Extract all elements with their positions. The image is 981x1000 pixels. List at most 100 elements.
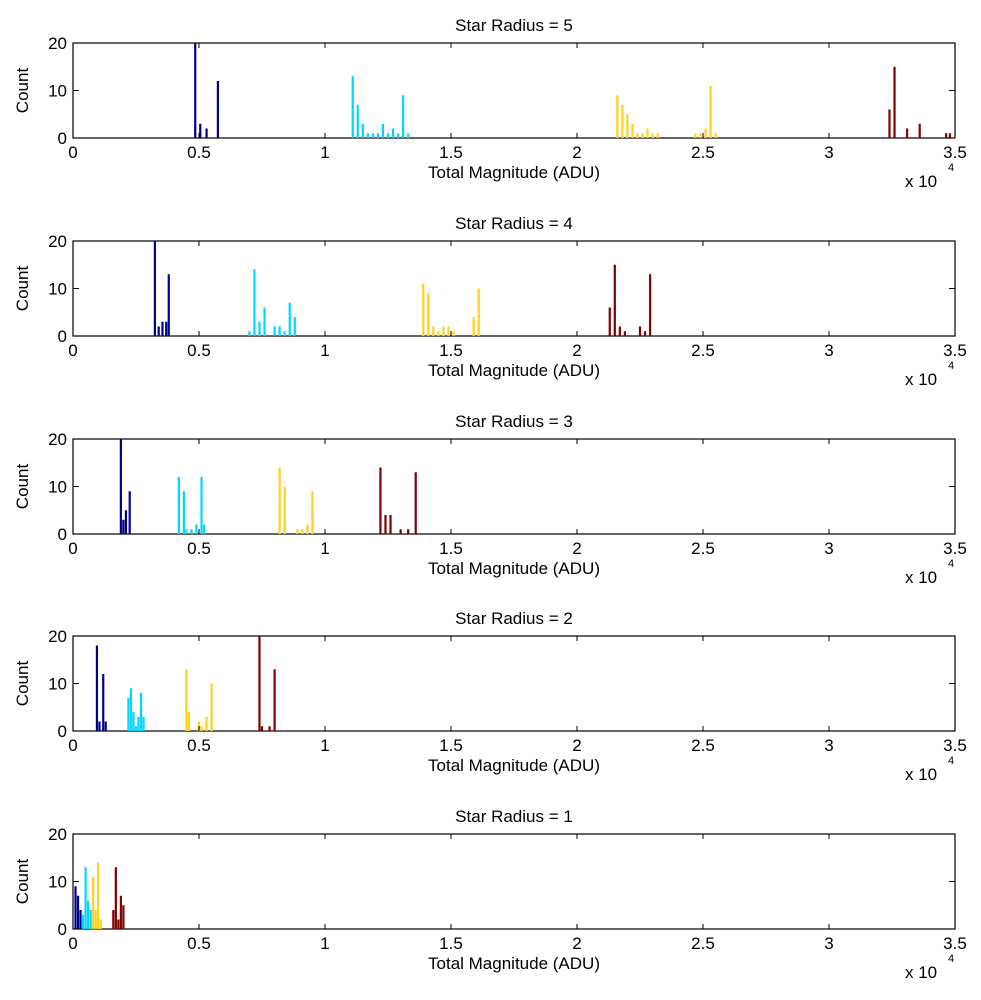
- y-tick-label: 10: [48, 478, 67, 497]
- histogram-bar: [356, 104, 359, 138]
- histogram-bar: [98, 721, 101, 731]
- y-tick-label: 0: [58, 525, 67, 544]
- x-axis-multiplier-exponent: 4: [948, 953, 954, 965]
- x-tick-label: 0: [68, 143, 77, 162]
- histogram-bar: [694, 133, 697, 138]
- subplot-title: Star Radius = 5: [455, 16, 573, 35]
- x-tick-label: 3: [824, 539, 833, 558]
- histogram-bar: [399, 529, 402, 534]
- histogram-bar: [651, 133, 654, 138]
- histogram-bar: [216, 81, 219, 138]
- histogram-bar: [414, 472, 417, 534]
- x-tick-label: 1: [320, 934, 329, 953]
- histogram-bar: [391, 128, 395, 138]
- subplot-title: Star Radius = 1: [455, 807, 573, 826]
- histogram-bar: [407, 529, 410, 534]
- histogram-bar: [643, 331, 647, 336]
- x-tick-label: 3.5: [943, 539, 967, 558]
- histogram-bar: [648, 274, 652, 336]
- histogram-bar: [200, 477, 203, 534]
- histogram-bar: [636, 133, 639, 138]
- y-axis-label: Count: [13, 661, 32, 707]
- x-tick-label: 3.5: [943, 143, 967, 162]
- x-tick-label: 2.5: [691, 341, 715, 360]
- subplot-radius-panel: Star Radius = 3 0 0.5 1 1.5 2 2.5 3 3.5 0 10 20 Tota…: [13, 412, 967, 587]
- histogram-bar: [371, 133, 374, 138]
- plot-frame: [72, 438, 956, 535]
- histogram-bar: [104, 721, 107, 731]
- x-tick-label: 1: [320, 341, 329, 360]
- histogram-bar: [161, 321, 164, 336]
- histogram-bar: [200, 726, 203, 731]
- histogram-bar: [79, 910, 82, 929]
- plot-frame: [72, 635, 956, 732]
- y-tick-label: 20: [48, 627, 67, 646]
- subplot-title: Star Radius = 2: [455, 609, 573, 628]
- x-tick-label: 1.5: [439, 143, 463, 162]
- histogram-bar: [641, 133, 644, 138]
- histogram-bar: [182, 491, 185, 534]
- y-tick-label: 20: [48, 232, 67, 251]
- x-tick-label: 1.5: [439, 934, 463, 953]
- x-axis-label: Total Magnitude (ADU): [428, 954, 600, 973]
- plot-frame: [72, 42, 956, 139]
- x-axis-multiplier-exponent: 4: [948, 755, 954, 767]
- histogram-bar: [119, 439, 122, 534]
- x-tick-label: 1: [320, 143, 329, 162]
- x-tick-label: 0: [68, 736, 77, 755]
- histogram-bar: [167, 274, 170, 336]
- y-axis-label: Count: [13, 266, 32, 312]
- x-axis-multiplier: x 10: [905, 765, 937, 784]
- histogram-bar: [157, 326, 160, 336]
- x-tick-label: 2.5: [691, 143, 715, 162]
- x-tick-label: 0.5: [187, 736, 211, 755]
- subplot-title: Star Radius = 4: [455, 214, 573, 233]
- x-tick-label: 2.5: [691, 539, 715, 558]
- histogram-bar: [177, 477, 180, 534]
- histogram-bar: [128, 491, 131, 534]
- histogram-bar: [185, 669, 188, 731]
- histogram-bar: [278, 326, 281, 336]
- y-axis-label: Count: [13, 464, 32, 510]
- histogram-bar: [407, 133, 410, 138]
- histogram-bar: [613, 264, 616, 336]
- x-axis-multiplier-exponent: 4: [948, 558, 954, 570]
- histogram-bar: [656, 133, 659, 138]
- histogram-bar: [472, 317, 475, 336]
- y-axis-label: Count: [13, 68, 32, 114]
- histogram-bar: [273, 326, 276, 336]
- plot-frame: [72, 240, 956, 337]
- histogram-bar: [351, 76, 354, 138]
- histogram-bar: [618, 326, 621, 336]
- y-tick-label: 10: [48, 82, 67, 101]
- x-axis-label: Total Magnitude (ADU): [428, 756, 600, 775]
- histogram-bar: [621, 104, 624, 138]
- subplot-radius-panel: Star Radius = 5 0 0.5 1 1.5 2 2.5 3 3.5 0 10 20 Tota…: [13, 16, 967, 191]
- histogram-bar: [381, 123, 385, 138]
- x-tick-label: 0: [68, 341, 77, 360]
- histogram-bar: [278, 467, 281, 534]
- histogram-bar: [432, 326, 435, 336]
- histogram-bar: [202, 524, 206, 534]
- x-tick-label: 2: [572, 934, 581, 953]
- subplot-radius-panel: Star Radius = 4 0 0.5 1 1.5 2 2.5 3 3.5 0 10 20 Tota…: [13, 214, 967, 389]
- histogram-bar: [704, 128, 707, 138]
- x-tick-label: 0.5: [187, 539, 211, 558]
- histogram-bar: [210, 683, 213, 731]
- histogram-bar: [366, 133, 369, 138]
- histogram-bar: [94, 910, 97, 929]
- histogram-bar: [248, 331, 251, 336]
- histogram-bar: [402, 95, 405, 138]
- histogram-bar: [99, 919, 102, 929]
- histogram-bar: [918, 123, 921, 138]
- x-axis-multiplier-exponent: 4: [948, 360, 954, 372]
- x-tick-label: 1.5: [439, 736, 463, 755]
- histogram-bar: [638, 326, 642, 336]
- histogram-bar: [112, 910, 115, 929]
- x-tick-label: 3.5: [943, 341, 967, 360]
- x-axis-multiplier: x 10: [905, 370, 937, 389]
- histogram-bar: [616, 95, 619, 138]
- histogram-bar: [199, 123, 202, 138]
- histogram-bar: [81, 914, 85, 929]
